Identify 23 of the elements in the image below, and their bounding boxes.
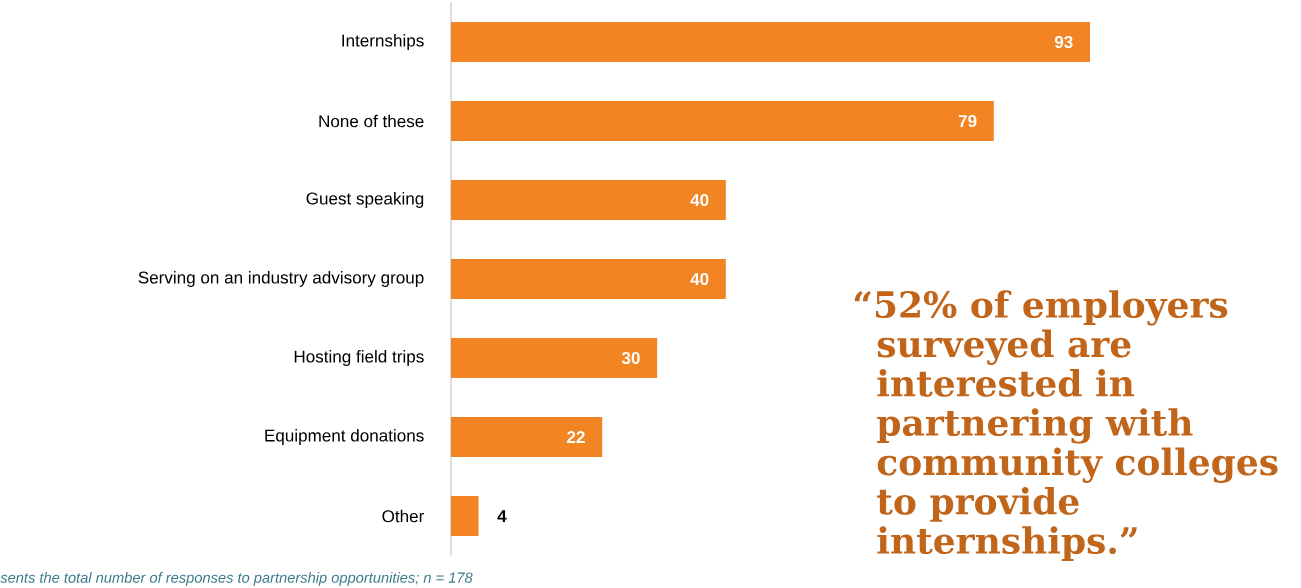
annotation: “52% of employers surveyed are interested in partnering with community colleges to provide internships.” [854, 290, 1278, 562]
bar [451, 417, 603, 458]
data-label: 22 [567, 431, 585, 443]
bar [451, 180, 726, 221]
y-tick-label: Hosting field trips [294, 350, 424, 366]
bar [451, 259, 726, 300]
bar [451, 22, 1090, 63]
data-label: 93 [1054, 35, 1073, 49]
bar [451, 338, 658, 379]
y-tick-label: Serving on an industry advisory group [138, 271, 424, 287]
bar [451, 496, 479, 537]
y-tick-label: Internships [342, 34, 424, 50]
y-tick-label: Other [382, 509, 425, 523]
bar [451, 101, 994, 142]
data-label: 79 [958, 114, 977, 128]
y-tick-label: Equipment donations [265, 429, 424, 445]
data-label: 40 [690, 193, 709, 207]
text: sents the total number of responses to partnership opportunities; n = 178 [0, 572, 473, 586]
data-label: 4 [497, 510, 507, 522]
y-tick-label: None of these [319, 114, 424, 128]
data-label: 40 [690, 272, 709, 286]
data-label: 30 [621, 351, 640, 365]
y-tick-label: Guest speaking [306, 192, 424, 208]
